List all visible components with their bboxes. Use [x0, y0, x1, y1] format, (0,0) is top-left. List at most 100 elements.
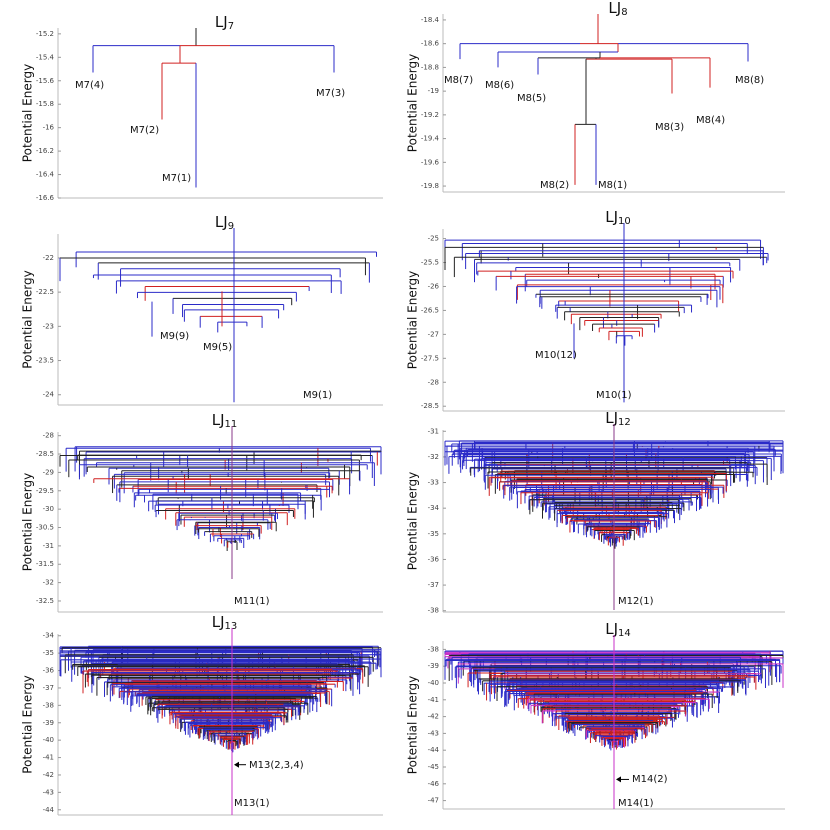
minimum-label: M7(3): [316, 88, 345, 99]
panel: -34 -35 -36 -37 -38 -39 -40 -41 -42 -43 -44 LJ13 Pot…: [21, 613, 383, 816]
y-tick-label: -43: [428, 729, 439, 737]
y-tick-label: -15.8: [36, 100, 54, 108]
y-axis-label: Potential Energy: [21, 675, 35, 773]
panel: -31 -32 -33 -34 -35 -36 -37 -38 LJ12 Potential En…: [406, 409, 785, 615]
y-tick-label: -23: [43, 322, 54, 330]
y-tick-label: -32: [428, 453, 439, 461]
y-tick-label: -36: [428, 555, 440, 563]
panel-title: LJ9: [215, 213, 234, 233]
y-tick-label: -44: [43, 806, 55, 814]
y-axis-label: Potential Energy: [21, 64, 35, 162]
y-tick-label: -26: [428, 282, 440, 290]
y-tick-label: -36: [43, 667, 55, 675]
y-tick-label: -39: [428, 662, 439, 670]
y-tick-label: -18.8: [421, 63, 439, 71]
title-main: LJ: [605, 620, 618, 638]
minimum-label: M9(9): [160, 331, 189, 342]
y-tick-label: -28.5: [36, 450, 54, 458]
y-tick-label: -33: [428, 479, 439, 487]
arrow-head: [234, 761, 239, 768]
y-tick-label: -45: [428, 763, 439, 771]
title-subscript: 11: [225, 419, 238, 430]
y-tick-label: -41: [428, 696, 439, 704]
y-tick-label: -23.5: [36, 357, 54, 365]
minimum-label: M8(2): [540, 180, 569, 191]
y-tick-label: -15.4: [36, 53, 55, 61]
y-tick-label: -46: [428, 780, 440, 788]
panel-title: LJ12: [605, 409, 631, 429]
y-tick-label: -38: [43, 701, 54, 709]
y-tick-label: -18.6: [421, 40, 440, 48]
y-tick-label: -31: [428, 427, 439, 435]
y-tick-label: -19: [428, 87, 439, 95]
title-main: LJ: [215, 13, 228, 31]
minimum-label: M7(4): [75, 80, 104, 91]
y-tick-label: -15.6: [36, 77, 55, 85]
panel-title: LJ13: [212, 613, 238, 633]
y-axis-label: Potential Energy: [406, 54, 420, 152]
y-tick-label: -30: [43, 505, 54, 513]
panel-title: LJ10: [605, 208, 631, 228]
y-axis-label: Potential Energy: [406, 676, 420, 774]
y-tick-label: -32.5: [36, 597, 54, 605]
y-tick-label: -15.2: [36, 30, 54, 38]
y-tick-label: -41: [43, 754, 54, 762]
y-tick-label: -42: [428, 713, 439, 721]
y-tick-label: -40: [43, 736, 54, 744]
y-tick-label: -19.4: [421, 135, 440, 143]
y-tick-label: -42: [43, 771, 54, 779]
y-tick-label: -18.4: [421, 16, 440, 24]
y-axis-label: Potential Energy: [21, 270, 35, 368]
panel: -25 -25.5 -26 -26.5 -27 -27.5 -28 -28.5 LJ10 Pote…: [406, 208, 785, 412]
minimum-label: M7(2): [130, 125, 159, 136]
y-tick-label: -26.5: [421, 306, 439, 314]
panel-title: LJ11: [212, 411, 238, 431]
arrow-head: [616, 776, 621, 783]
title-subscript: 12: [618, 417, 631, 428]
y-tick-label: -22.5: [36, 288, 54, 296]
y-tick-label: -16: [43, 124, 55, 132]
title-subscript: 10: [618, 216, 631, 227]
y-axis-label: Potential Energy: [406, 472, 420, 570]
y-axis-label: Potential Energy: [406, 271, 420, 369]
y-tick-label: -29: [43, 468, 54, 476]
y-tick-label: -25: [428, 235, 439, 243]
y-tick-label: -47: [428, 797, 439, 805]
minimum-label: M13(2,3,4): [249, 760, 304, 771]
y-tick-label: -38: [428, 645, 439, 653]
minimum-label: M8(5): [517, 93, 546, 104]
minimum-label: M8(3): [655, 122, 684, 133]
y-tick-label: -35: [43, 649, 54, 657]
title-subscript: 8: [621, 7, 627, 18]
title-subscript: 13: [225, 621, 238, 632]
y-tick-label: -22: [43, 254, 54, 262]
title-main: LJ: [605, 208, 618, 226]
panel: -15.2 -15.4 -15.6 -15.8 -16 -16.2 -16.4 -16.6 LJ…: [21, 13, 383, 202]
panel-title: LJ7: [215, 13, 234, 33]
y-tick-label: -31: [43, 542, 54, 550]
minimum-label: M9(1): [303, 390, 332, 401]
y-tick-label: -16.4: [36, 171, 55, 179]
y-tick-label: -44: [428, 746, 440, 754]
y-tick-label: -28: [428, 378, 439, 386]
minimum-label: M8(6): [485, 80, 514, 91]
y-tick-label: -19.6: [421, 158, 440, 166]
minimum-label: M8(1): [598, 180, 627, 191]
y-tick-label: -34: [43, 632, 55, 640]
minimum-label: M11(1): [234, 596, 270, 607]
panel: -22 -22.5 -23 -23.5 -24 LJ9 Potential Energy M9…: [21, 213, 383, 406]
y-tick-label: -43: [43, 788, 54, 796]
title-subscript: 14: [618, 628, 631, 639]
panel-title: LJ14: [605, 620, 631, 640]
y-tick-label: -40: [428, 679, 439, 687]
panel: -28 -28.5 -29 -29.5 -30 -30.5 -31 -31.5 -32 -32.5…: [21, 411, 383, 613]
y-tick-label: -16.2: [36, 147, 54, 155]
y-tick-label: -38: [428, 607, 439, 615]
y-tick-label: -29.5: [36, 487, 54, 495]
y-axis-label: Potential Energy: [21, 473, 35, 571]
title-subscript: 7: [228, 21, 234, 32]
y-tick-label: -30.5: [36, 524, 54, 532]
minimum-label: M14(1): [618, 798, 654, 809]
y-tick-label: -31.5: [36, 560, 54, 568]
